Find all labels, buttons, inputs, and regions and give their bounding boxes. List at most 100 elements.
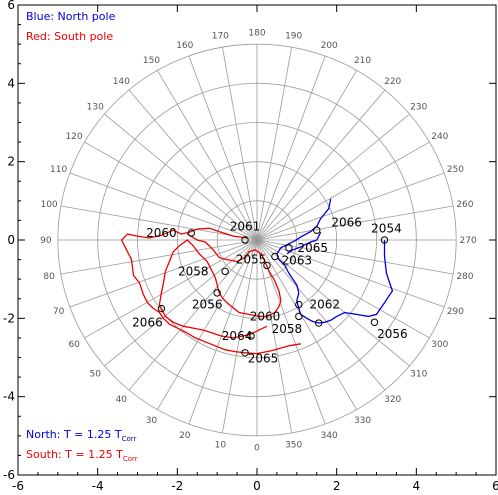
year-label: 2065 [248,352,279,366]
y-tick-label: 4 [7,76,15,90]
angle-label: 170 [212,32,229,42]
grid-radial-line [84,141,258,241]
angle-label: 110 [50,165,67,175]
angle-label: 210 [354,56,371,66]
x-tick-label: 4 [413,479,421,493]
grid-radial-line [222,47,258,241]
year-marker [271,252,279,261]
y-tick-label: -2 [3,311,15,325]
angle-label: 100 [40,200,57,210]
angle-label: 290 [447,307,464,317]
year-marker [247,332,255,340]
series-line-3 [158,233,282,339]
grid-radial-line [256,239,292,433]
year-marker [263,261,271,270]
grid-radial-line [256,55,326,241]
grid-radial-line [256,239,410,367]
angle-label: 300 [431,340,448,350]
series-line-0 [276,198,394,324]
year-label: 2056 [192,298,223,312]
year-marker [370,318,379,326]
angle-label: 140 [113,77,130,87]
year-label: 2066 [132,315,163,329]
year-marker [221,267,229,276]
y-tick-label: -6 [3,468,15,482]
grid-radial-line [69,239,258,308]
angle-label: 80 [43,272,55,282]
angle-label: 150 [143,56,160,66]
series-line-1 [286,231,322,255]
angle-label: 180 [248,28,265,38]
grid-radial-line [188,239,258,425]
legend-bottom-entry: South: T = 1.25 TCorr [26,448,138,463]
year-label: 2065 [297,241,328,255]
x-tick-label: 2 [333,479,341,493]
grid-radial-line [104,113,258,241]
angle-label: 330 [354,416,371,426]
grid-radial-line [256,47,292,241]
legend-bottom-text: North: T = 1.25 T [26,428,122,441]
year-label: 2060 [146,226,177,240]
y-tick-label: 2 [7,155,15,169]
x-tick-label: -2 [171,479,183,493]
grid-radial-line [256,205,454,241]
year-marker [285,244,293,252]
angle-label: 250 [447,165,464,175]
angle-label: 70 [53,307,65,317]
grid-radial-line [157,70,258,241]
angle-label: 30 [146,416,158,426]
grid-radial-line [188,55,258,241]
year-label: 2054 [371,221,402,235]
y-tick-label: -4 [3,390,15,404]
grid-radial-line [128,239,258,391]
x-tick-label: -6 [12,479,24,493]
y-tick-label: 6 [7,0,15,12]
grid-radial-line [256,70,357,241]
angle-label: 340 [321,431,338,441]
angle-label: 260 [456,200,473,210]
grid-radial-line [69,172,258,241]
year-marker [187,229,195,237]
legend-entry: Blue: North pole [26,10,116,23]
grid-radial-line [256,239,386,391]
angle-label: 220 [384,77,401,87]
year-marker [213,289,221,297]
year-label: 2066 [331,215,362,229]
year-label: 2060 [250,309,281,323]
angle-label: 190 [285,32,302,42]
legend-entry: Red: South pole [26,30,113,43]
year-marker [241,236,249,244]
angle-label: 0 [254,444,260,454]
grid-radial-line [84,239,258,339]
year-label: 2058 [178,264,209,278]
year-label: 2055 [236,253,267,267]
year-marker [380,236,389,244]
year-label: 2061 [230,219,261,233]
angle-label: 350 [285,440,302,450]
x-tick-label: -4 [92,479,104,493]
angle-label: 20 [179,431,191,441]
year-label: 2062 [309,298,340,312]
year-marker [157,304,166,313]
grid-radial-line [256,89,386,241]
angle-label: 270 [460,236,477,246]
angle-label: 200 [321,41,338,51]
series-line-2 [120,227,301,355]
angle-label: 130 [87,103,104,113]
grid-radial-line [256,113,410,241]
angle-label: 10 [215,440,227,450]
year-marker [313,226,321,234]
grid-radial-line [256,239,357,410]
grid-radial-line [128,89,258,241]
year-label: 2063 [282,253,313,267]
year-marker [241,349,249,357]
y-tick-label: 0 [7,233,15,247]
legend-bottom-entry: North: T = 1.25 TCorr [26,428,137,443]
grid-radial-line [256,239,454,275]
year-label: 2056 [377,327,408,341]
grid-radial-line [60,205,258,241]
x-tick-label: 6 [492,479,498,493]
legend-bottom-text: South: T = 1.25 T [26,448,123,461]
angle-label: 50 [90,369,102,379]
